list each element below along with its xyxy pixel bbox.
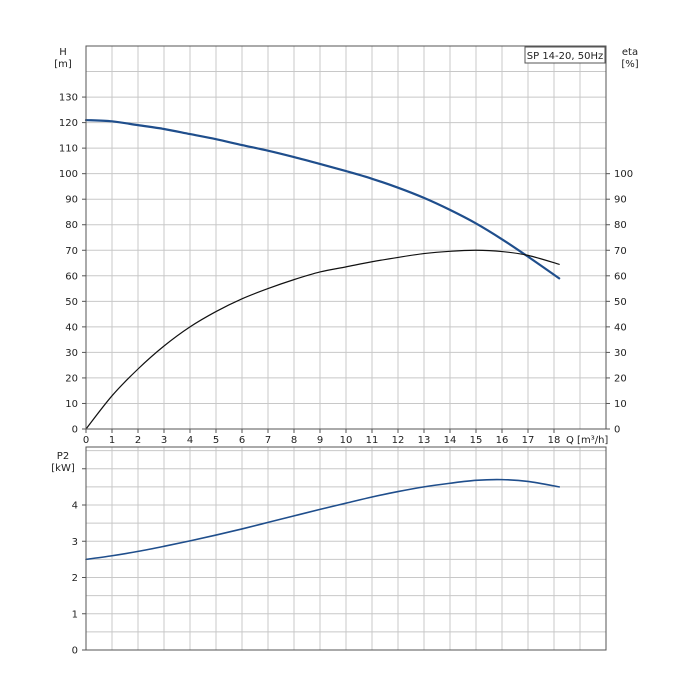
x-tick-label: 6 (239, 435, 245, 446)
x-tick-label: 12 (392, 435, 405, 446)
grid-layer (85, 45, 607, 651)
power-tick-label: 3 (72, 537, 78, 548)
power-axis-unit: [kW] (51, 463, 75, 474)
y-left-tick-label: 130 (59, 93, 78, 104)
head-curve (84, 118, 561, 280)
title-box (524, 46, 606, 64)
x-tick-label: 0 (83, 435, 89, 446)
x-tick-label: 18 (548, 435, 561, 446)
y-left-tick-label: 40 (65, 322, 78, 333)
y-left-axis-unit: [m] (54, 59, 72, 70)
upper-plot-frame (85, 45, 607, 430)
y-left-tick-label: 100 (59, 169, 78, 180)
y-left-tick-label: 30 (65, 348, 78, 359)
power-axis-label: P2 (57, 451, 69, 462)
tick-layer: 0 1 2 3 4 5 6 7 8 9 10 11 12 13 14 15 16 17 18010203040506… (59, 93, 633, 657)
y-right-tick-label: 80 (614, 220, 627, 231)
y-right-axis-label: eta (622, 47, 638, 58)
lower-plot-frame (85, 446, 607, 651)
y-right-tick-label: 60 (614, 271, 627, 282)
power-tick-label: 1 (72, 609, 78, 620)
y-left-tick-label: 110 (59, 144, 78, 155)
x-tick-label: 1 (109, 435, 115, 446)
y-right-tick-label: 10 (614, 399, 627, 410)
efficiency-curve (85, 249, 560, 430)
x-tick-label: 4 (187, 435, 193, 446)
y-right-tick-label: 100 (614, 169, 633, 180)
x-tick-label: 10 (340, 435, 353, 446)
x-tick-label: 8 (291, 435, 297, 446)
y-right-tick-label: 70 (614, 246, 627, 257)
series-layer (84, 118, 561, 561)
y-right-tick-label: 90 (614, 195, 627, 206)
power-tick-label: 0 (72, 646, 78, 657)
x-tick-label: 9 (317, 435, 323, 446)
y-left-tick-label: 60 (65, 271, 78, 282)
x-tick-label: 7 (265, 435, 271, 446)
x-tick-label: 5 (213, 435, 219, 446)
y-left-tick-label: 0 (72, 425, 78, 436)
y-right-axis-unit: [%] (621, 59, 638, 70)
y-left-tick-label: 10 (65, 399, 78, 410)
y-left-axis-label: H (59, 47, 67, 58)
y-left-tick-label: 50 (65, 297, 78, 308)
power-tick-label: 4 (72, 501, 78, 512)
x-tick-label: 11 (366, 435, 379, 446)
y-right-tick-label: 50 (614, 297, 627, 308)
y-left-tick-label: 70 (65, 246, 78, 257)
x-tick-label: 13 (418, 435, 431, 446)
y-left-tick-label: 20 (65, 373, 78, 384)
power-curve (85, 478, 560, 561)
y-left-tick-label: 120 (59, 118, 78, 129)
x-tick-label: 15 (470, 435, 483, 446)
y-left-tick-label: 90 (65, 195, 78, 206)
y-left-tick-label: 80 (65, 220, 78, 231)
x-tick-label: 2 (135, 435, 141, 446)
power-tick-label: 2 (72, 573, 78, 584)
x-tick-label: 16 (496, 435, 509, 446)
y-right-tick-label: 20 (614, 373, 627, 384)
x-axis-label: Q [m³/h] (566, 435, 608, 446)
chart-title: SP 14-20, 50Hz (527, 51, 603, 62)
x-tick-label: 17 (522, 435, 535, 446)
x-tick-label: 3 (161, 435, 167, 446)
y-right-tick-label: 30 (614, 348, 627, 359)
x-tick-label: 14 (444, 435, 457, 446)
frame-layer (85, 45, 607, 651)
y-right-tick-label: 0 (614, 425, 620, 436)
y-right-tick-label: 40 (614, 322, 627, 333)
